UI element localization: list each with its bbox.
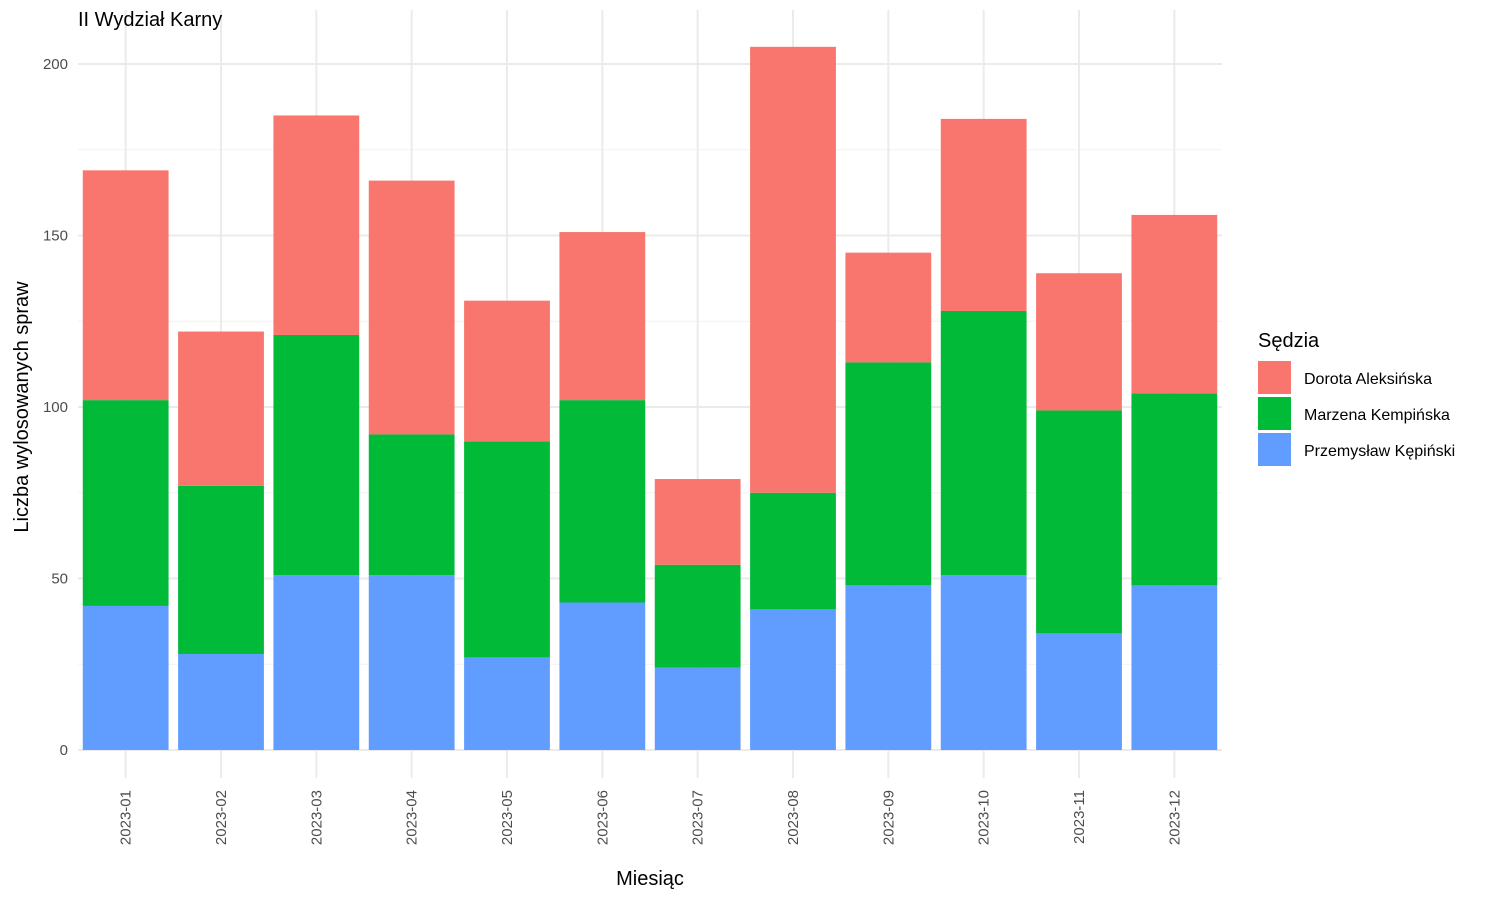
y-tick-label: 50 [51,571,68,588]
bars [82,46,1218,750]
bar-segment [273,334,360,576]
bar-segment [1036,273,1122,411]
bar-segment [654,479,741,565]
bar-segment [654,667,741,750]
x-tick-label: 2023-07 [690,790,707,845]
x-tick-label: 2023-08 [785,790,802,845]
bar-segment [273,575,360,750]
bar-segment [368,180,455,435]
bar-segment [845,362,932,586]
bar-segment [1131,393,1218,586]
bar-segment [654,564,741,668]
bar-segment [750,609,836,750]
bar-segment [1036,633,1122,750]
bar-segment [559,232,646,401]
bar-segment [368,434,455,576]
x-tick-label: 2023-03 [308,790,325,845]
bar-segment [940,310,1027,576]
legend: Sędzia Dorota Aleksińska Marzena Kempińsk… [1258,330,1455,466]
x-tick-label: 2023-11 [1071,790,1088,844]
chart-title: II Wydział Karny [78,9,222,31]
bar-segment [178,653,264,750]
bar-segment [750,492,836,610]
bar-segment [1036,410,1122,634]
bar-segment [178,331,264,486]
bar-segment [845,585,932,750]
x-tick-label: 2023-04 [404,790,421,845]
x-tick-label: 2023-06 [594,790,611,845]
y-tick-label: 150 [43,228,68,245]
x-axis-title: Miesiąc [616,868,684,890]
bar-segment [559,602,646,750]
bar-segment [178,485,264,654]
legend-swatch [1258,397,1291,430]
bar-segment [750,46,836,493]
bar-segment [464,657,550,750]
bar-segment [464,441,550,658]
bar-segment [273,115,360,335]
legend-swatch [1258,361,1291,394]
y-axis-ticks: 0 50 100 150 200 [43,56,68,759]
x-tick-label: 2023-10 [976,790,993,845]
x-axis-ticks: 2023-01 2023-02 2023-03 2023-04 2023-05 2023-… [118,790,1184,845]
y-axis-title: Liczba wylosowanych spraw [11,281,33,533]
bar-segment [82,605,169,750]
y-tick-label: 0 [60,742,68,759]
x-tick-label: 2023-05 [499,790,516,845]
bar-segment [845,252,932,363]
x-tick-label: 2023-02 [213,790,230,845]
legend-label: Dorota Aleksińska [1304,371,1432,388]
bar-segment [1131,214,1218,394]
legend-swatch [1258,433,1291,466]
y-tick-label: 200 [43,56,68,73]
x-tick-label: 2023-01 [118,790,135,845]
legend-title: Sędzia [1258,330,1320,352]
bar-segment [82,400,169,606]
bar-segment [1131,585,1218,750]
bar-segment [940,118,1027,311]
y-tick-label: 100 [43,399,68,416]
bar-segment [559,400,646,603]
bar-segment [464,300,550,442]
x-tick-label: 2023-12 [1166,790,1183,845]
bar-segment [82,170,169,401]
x-tick-label: 2023-09 [880,790,897,845]
bar-segment [940,575,1027,750]
legend-label: Przemysław Kępiński [1304,443,1455,460]
bar-segment [368,575,455,750]
legend-label: Marzena Kempińska [1304,407,1450,424]
